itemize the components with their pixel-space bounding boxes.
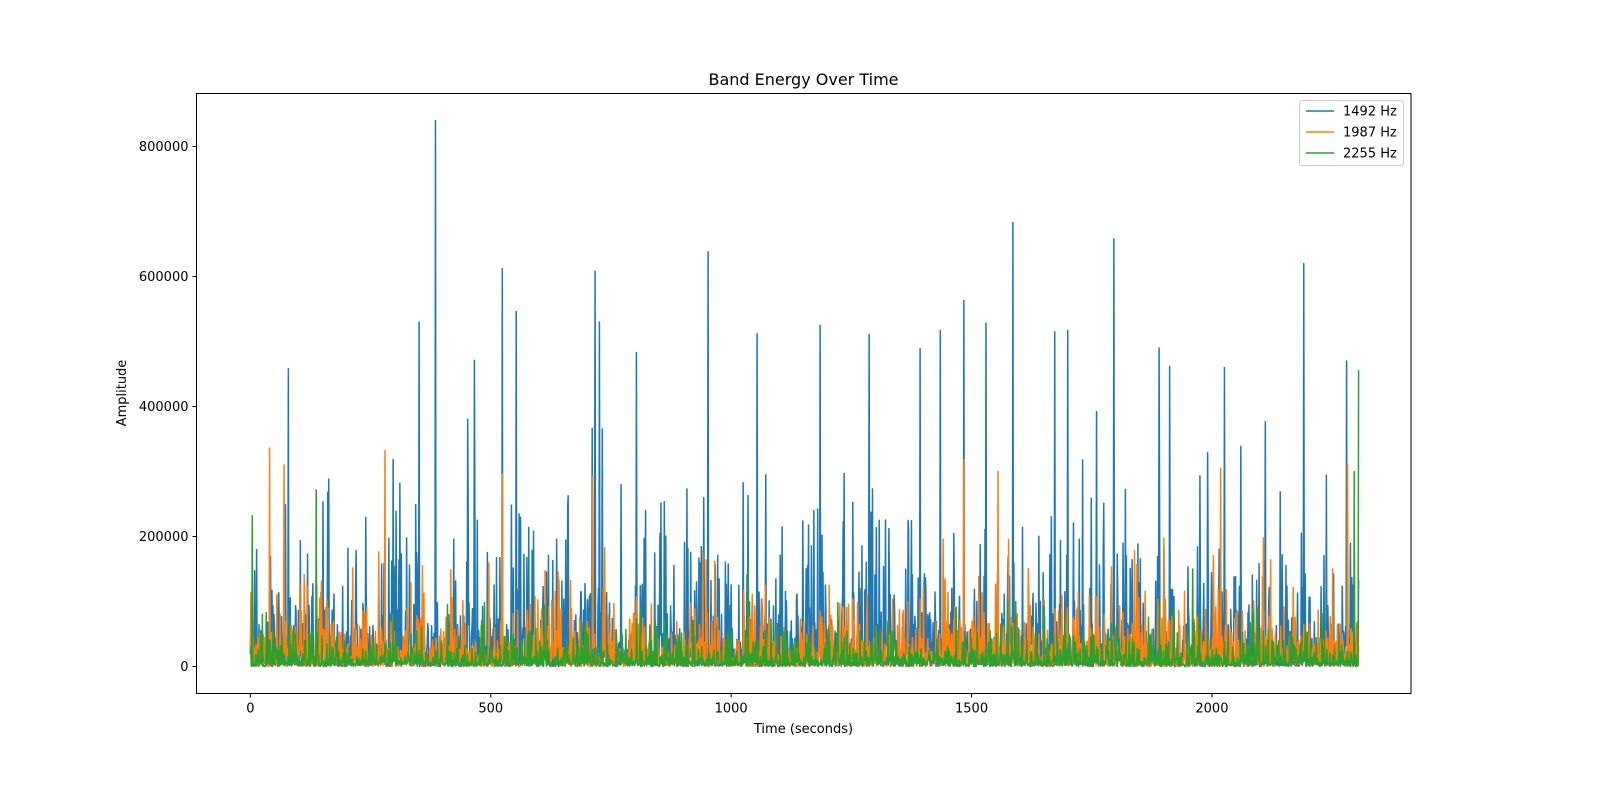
- plot-area-frame: [196, 93, 1412, 694]
- y-tick-label: 800000: [139, 140, 189, 155]
- x-tick-label: 500: [478, 702, 503, 717]
- y-tick-label: 0: [180, 660, 188, 675]
- x-tick-label: 1500: [955, 702, 988, 717]
- legend-label: 2255 Hz: [1343, 147, 1397, 162]
- x-tick-label: 0: [246, 702, 254, 717]
- series-line-2255-hz: [249, 370, 1360, 668]
- y-tick-label: 400000: [139, 400, 189, 415]
- legend: 1492 Hz 1987 Hz 2255 Hz: [1299, 100, 1404, 166]
- chart-title: Band Energy Over Time: [709, 70, 899, 89]
- x-tick-label: 1000: [715, 702, 748, 717]
- x-axis-label: Time (seconds): [753, 722, 853, 737]
- y-tick-label: 200000: [139, 530, 189, 545]
- y-axis-label: Amplitude: [115, 360, 130, 427]
- y-tick-label: 600000: [139, 270, 189, 285]
- legend-label: 1987 Hz: [1343, 126, 1397, 141]
- legend-label: 1492 Hz: [1343, 105, 1397, 120]
- x-tick-label: 2000: [1195, 702, 1228, 717]
- legend-box: [1299, 100, 1404, 166]
